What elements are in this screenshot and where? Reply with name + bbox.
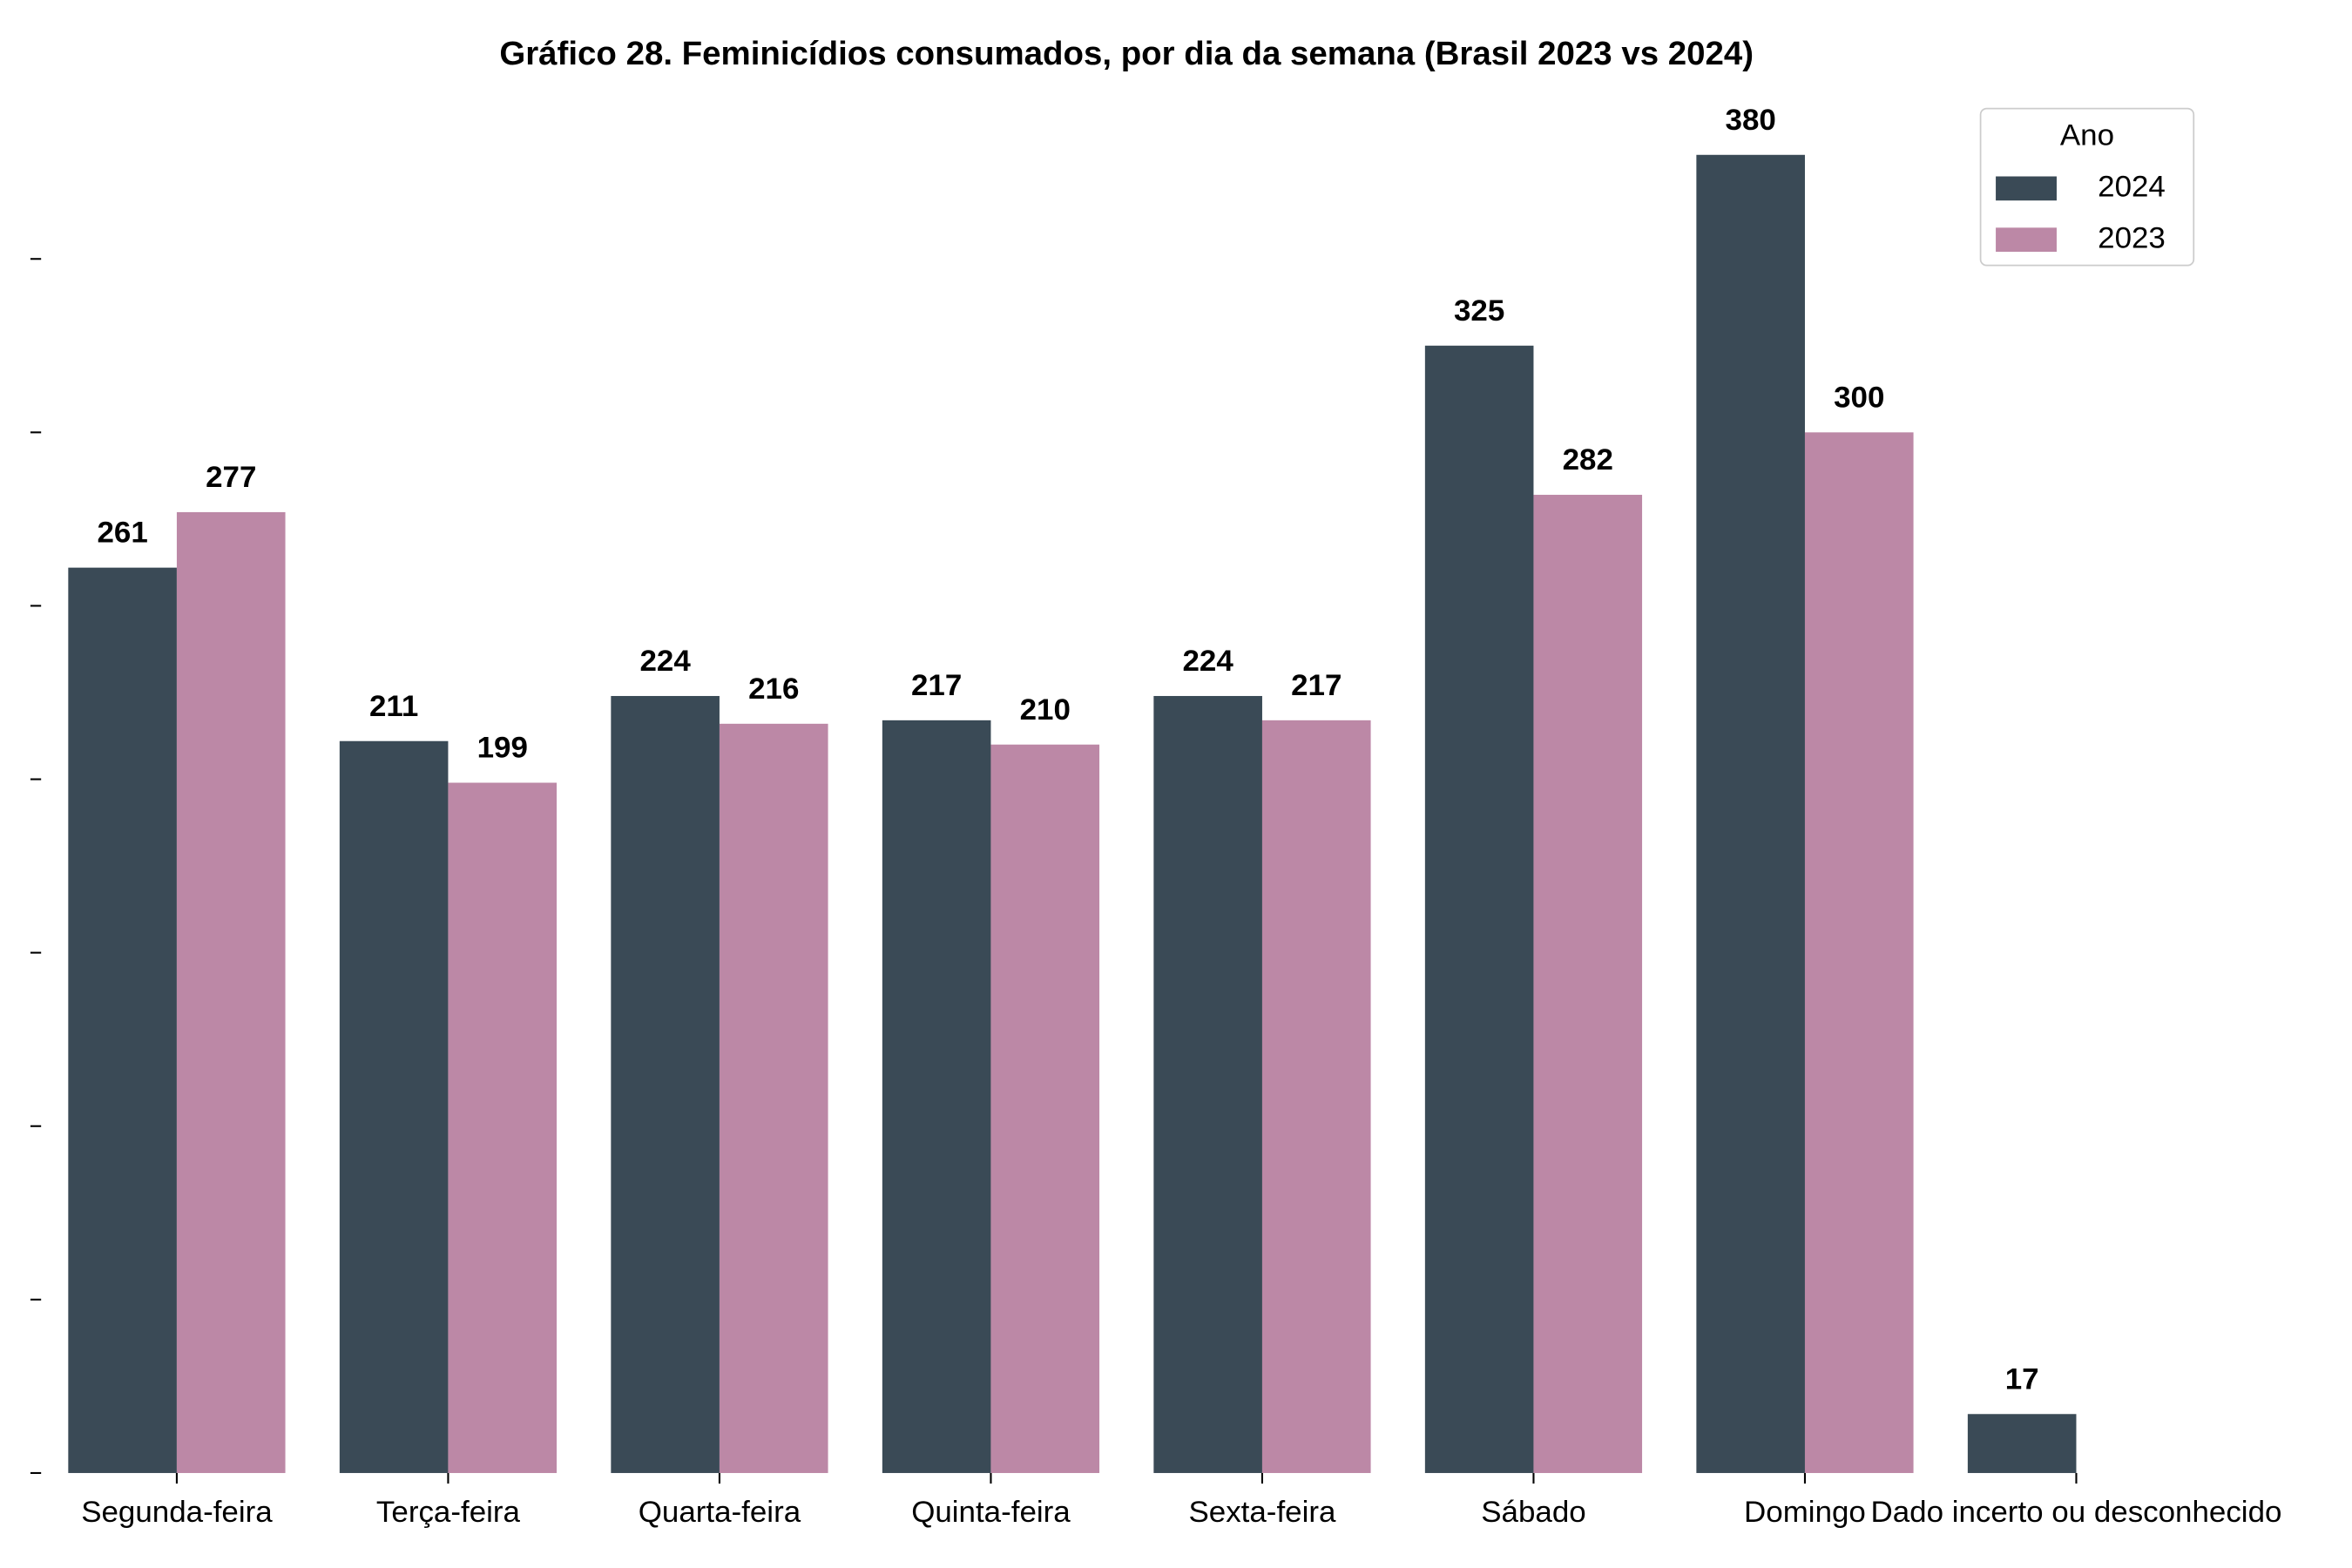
legend: Ano 2024 2023 — [1979, 107, 2195, 267]
x-tick-label: Quinta-feira — [911, 1496, 1071, 1529]
x-tick-label: Dado incerto ou desconhecido — [1871, 1496, 2282, 1529]
value-label: 300 — [1834, 382, 1884, 415]
bar — [1533, 495, 1643, 1473]
bar — [339, 740, 449, 1473]
bar — [719, 723, 828, 1473]
bar — [1424, 345, 1534, 1473]
chart-title: Gráfico 28. Feminicídios consumados, por… — [499, 35, 1754, 72]
value-label: 261 — [97, 517, 147, 550]
legend-label: 2024 — [2098, 171, 2166, 204]
x-tick-label: Quarta-feira — [639, 1496, 801, 1529]
bar — [1261, 720, 1371, 1473]
bar — [448, 782, 558, 1473]
bar — [990, 744, 1100, 1473]
legend-swatch — [1996, 176, 2057, 201]
x-tick-label: Terça-feira — [376, 1496, 521, 1529]
legend-box — [1979, 107, 2195, 267]
x-tick-label: Sexta-feira — [1188, 1496, 1336, 1529]
x-tick-label: Sábado — [1481, 1496, 1585, 1529]
x-tick-label: Segunda-feira — [81, 1496, 273, 1529]
value-label: 282 — [1563, 443, 1613, 476]
bar — [1967, 1414, 2077, 1473]
bar — [1153, 695, 1262, 1473]
value-label: 199 — [477, 732, 528, 765]
value-label: 211 — [369, 690, 418, 723]
value-label: 210 — [1020, 693, 1071, 727]
value-label: 217 — [911, 669, 962, 702]
value-label: 216 — [748, 672, 799, 706]
bar — [1696, 154, 1805, 1473]
bar — [176, 511, 286, 1473]
value-label: 380 — [1726, 104, 1776, 137]
legend-swatch — [1996, 227, 2057, 253]
legend-label: 2023 — [2098, 221, 2166, 254]
x-tick-label: Domingo — [1744, 1496, 1866, 1529]
bar — [611, 695, 720, 1473]
bar — [68, 567, 177, 1473]
bar — [882, 720, 991, 1473]
value-label: 325 — [1454, 294, 1504, 328]
value-label: 224 — [639, 645, 691, 678]
bar — [1804, 432, 1914, 1473]
value-label: 277 — [206, 461, 256, 494]
value-label: 217 — [1291, 669, 1342, 702]
value-label: 224 — [1183, 645, 1234, 678]
legend-title: Ano — [2060, 119, 2114, 152]
value-label: 17 — [2005, 1362, 2039, 1396]
